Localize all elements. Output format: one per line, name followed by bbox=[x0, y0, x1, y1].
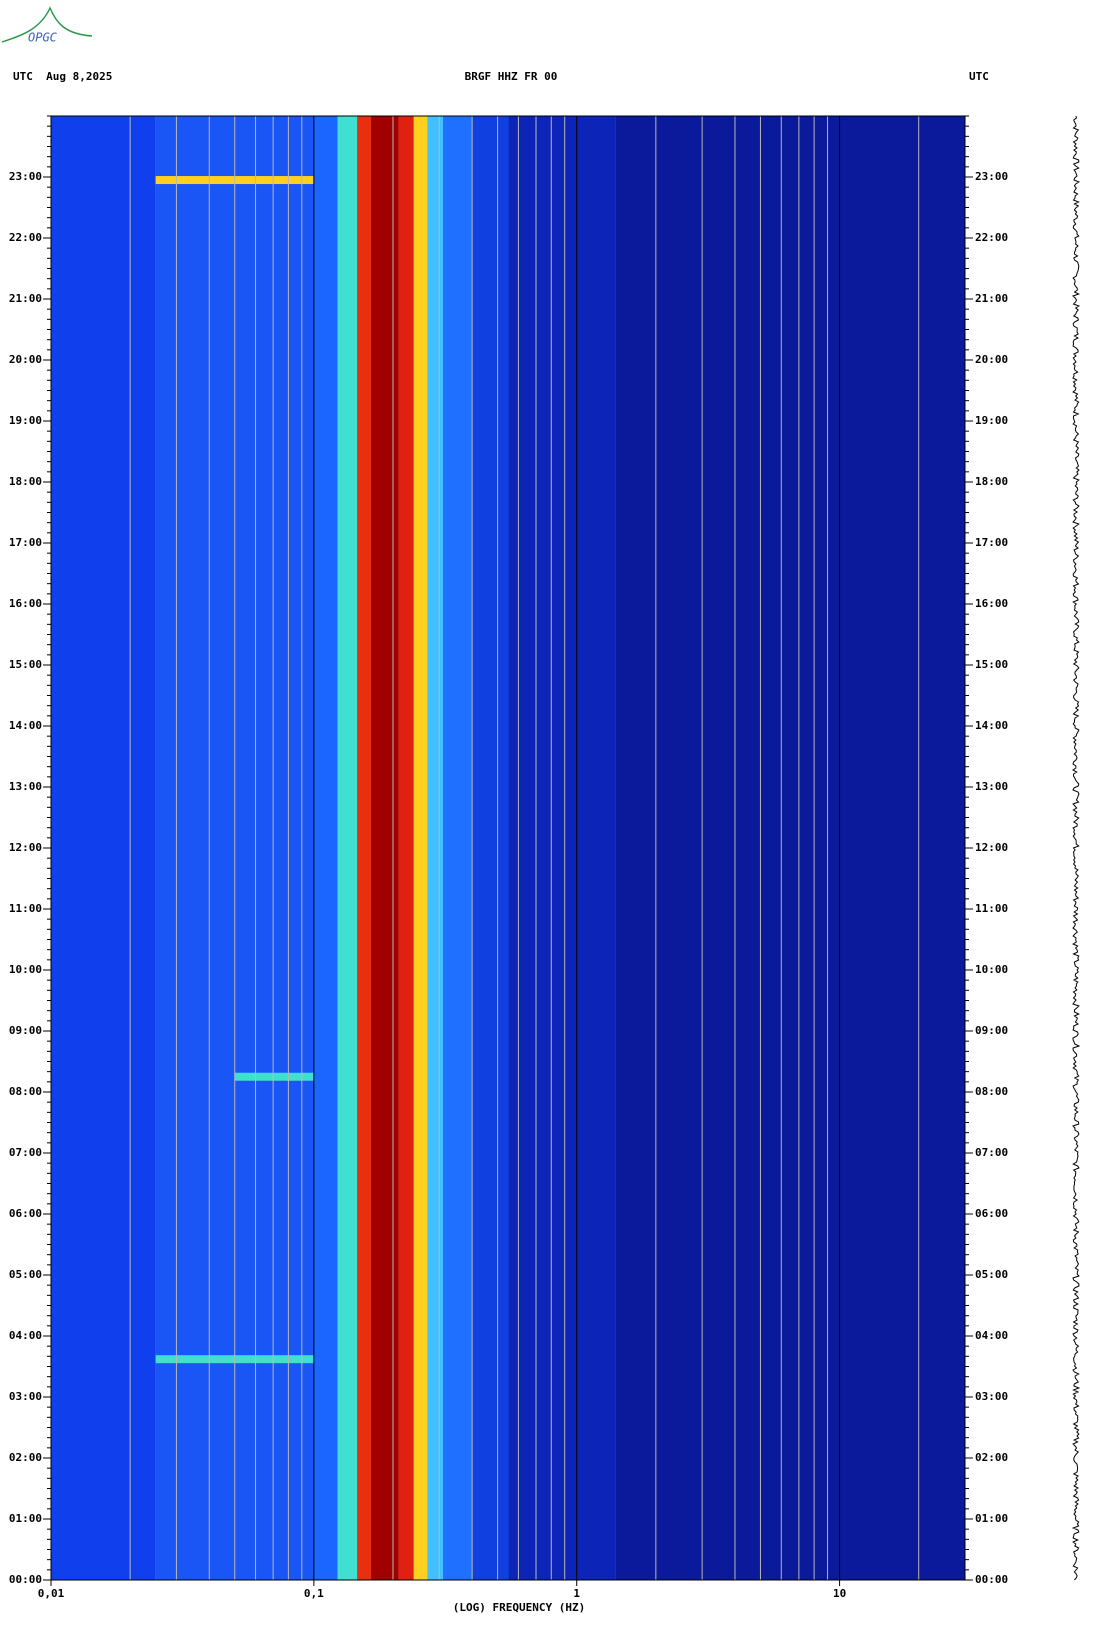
spectral-band bbox=[313, 116, 338, 1580]
y-tick-label-right: 17:00 bbox=[975, 536, 1008, 549]
spectral-band bbox=[51, 116, 156, 1580]
spectral-band bbox=[615, 116, 965, 1580]
chart-title: BRGF HHZ FR 00 bbox=[465, 70, 558, 83]
y-tick-label-right: 08:00 bbox=[975, 1085, 1008, 1098]
y-tick-label: 00:00 bbox=[9, 1573, 42, 1586]
y-tick-label: 14:00 bbox=[9, 719, 42, 732]
y-tick-label-right: 02:00 bbox=[975, 1451, 1008, 1464]
y-tick-label-right: 12:00 bbox=[975, 841, 1008, 854]
y-tick-label-right: 13:00 bbox=[975, 780, 1008, 793]
spectral-band bbox=[443, 116, 473, 1580]
y-tick-label: 04:00 bbox=[9, 1329, 42, 1342]
x-axis-label: (LOG) FREQUENCY (HZ) bbox=[453, 1601, 585, 1614]
y-tick-label: 20:00 bbox=[9, 353, 42, 366]
spectral-band bbox=[427, 116, 444, 1580]
y-tick-label-right: 03:00 bbox=[975, 1390, 1008, 1403]
y-tick-label: 12:00 bbox=[9, 841, 42, 854]
y-tick-label-right: 00:00 bbox=[975, 1573, 1008, 1586]
y-tick-label: 01:00 bbox=[9, 1512, 42, 1525]
y-tick-label: 19:00 bbox=[9, 414, 42, 427]
y-tick-label-right: 09:00 bbox=[975, 1024, 1008, 1037]
y-tick-label: 02:00 bbox=[9, 1451, 42, 1464]
y-tick-label: 18:00 bbox=[9, 475, 42, 488]
logo: OPGC bbox=[28, 31, 58, 45]
y-tick-label: 09:00 bbox=[9, 1024, 42, 1037]
y-tick-label: 06:00 bbox=[9, 1207, 42, 1220]
y-tick-label: 22:00 bbox=[9, 231, 42, 244]
date-label: UTC Aug 8,2025 bbox=[13, 70, 112, 83]
y-tick-label: 16:00 bbox=[9, 597, 42, 610]
spectral-band bbox=[413, 116, 428, 1580]
seismogram-trace bbox=[1071, 115, 1081, 1581]
y-tick-label-right: 22:00 bbox=[975, 231, 1008, 244]
y-tick-label-right: 11:00 bbox=[975, 902, 1008, 915]
y-tick-label-right: 01:00 bbox=[975, 1512, 1008, 1525]
event-streak bbox=[234, 1072, 314, 1081]
y-tick-label-right: 18:00 bbox=[975, 475, 1008, 488]
spectral-band bbox=[398, 116, 414, 1580]
y-tick-label-right: 16:00 bbox=[975, 597, 1008, 610]
y-tick-label: 10:00 bbox=[9, 963, 42, 976]
y-tick-label-right: 19:00 bbox=[975, 414, 1008, 427]
x-tick-label: 0,01 bbox=[38, 1587, 65, 1600]
y-tick-label: 05:00 bbox=[9, 1268, 42, 1281]
y-tick-label-right: 15:00 bbox=[975, 658, 1008, 671]
spectral-band bbox=[508, 116, 616, 1580]
right-label: UTC bbox=[969, 70, 989, 83]
y-tick-label: 07:00 bbox=[9, 1146, 42, 1159]
logo-mark bbox=[1, 6, 93, 43]
y-tick-label: 23:00 bbox=[9, 170, 42, 183]
x-tick-label: 0,1 bbox=[304, 1587, 324, 1600]
x-tick-label: 10 bbox=[833, 1587, 846, 1600]
spectral-band bbox=[472, 116, 509, 1580]
spectral-band bbox=[337, 116, 358, 1580]
y-tick-label: 03:00 bbox=[9, 1390, 42, 1403]
y-tick-label: 11:00 bbox=[9, 902, 42, 915]
y-tick-label-right: 05:00 bbox=[975, 1268, 1008, 1281]
y-tick-label-right: 14:00 bbox=[975, 719, 1008, 732]
y-tick-label: 17:00 bbox=[9, 536, 42, 549]
y-tick-label-right: 20:00 bbox=[975, 353, 1008, 366]
y-tick-label-right: 06:00 bbox=[975, 1207, 1008, 1220]
spectral-band bbox=[357, 116, 372, 1580]
y-tick-label-right: 04:00 bbox=[975, 1329, 1008, 1342]
y-tick-label-right: 10:00 bbox=[975, 963, 1008, 976]
y-tick-label: 21:00 bbox=[9, 292, 42, 305]
y-tick-label-right: 07:00 bbox=[975, 1146, 1008, 1159]
y-tick-label: 15:00 bbox=[9, 658, 42, 671]
y-tick-label: 08:00 bbox=[9, 1085, 42, 1098]
x-tick-label: 1 bbox=[573, 1587, 580, 1600]
y-tick-label-right: 21:00 bbox=[975, 292, 1008, 305]
y-tick-label-right: 23:00 bbox=[975, 170, 1008, 183]
spectral-band bbox=[371, 116, 399, 1580]
y-tick-label: 13:00 bbox=[9, 780, 42, 793]
